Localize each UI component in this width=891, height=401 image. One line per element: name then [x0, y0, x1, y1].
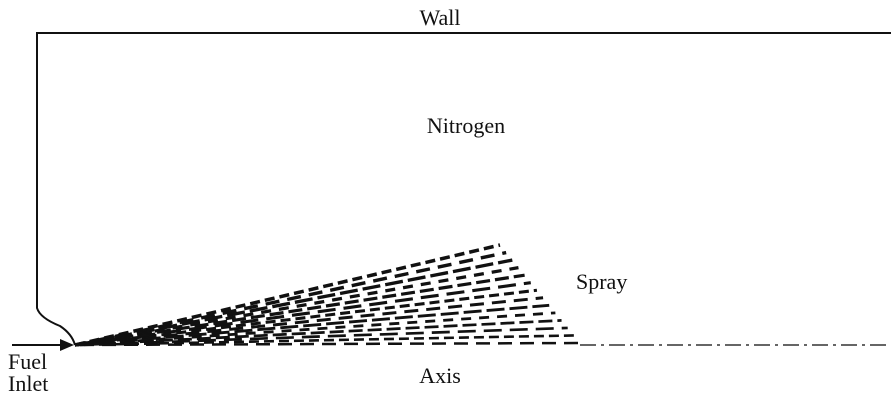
spray-streak [74, 319, 562, 347]
nitrogen-label: Nitrogen [427, 113, 505, 138]
spray-cone [74, 243, 581, 347]
inlet-label: Inlet [8, 371, 48, 396]
spray-streak [74, 326, 568, 347]
spray-label: Spray [576, 269, 627, 294]
spray-streak [74, 341, 581, 347]
fuel-label: Fuel [8, 349, 47, 374]
axis-label: Axis [419, 363, 461, 388]
fuel-arrowhead [60, 339, 74, 351]
spray-streak [74, 258, 513, 347]
chamber-wall [36, 32, 891, 346]
spray-streak [74, 334, 574, 347]
wall-label: Wall [420, 5, 461, 30]
spray-streak [74, 266, 519, 347]
spray-streak [74, 303, 550, 347]
spray-streak [74, 243, 501, 347]
